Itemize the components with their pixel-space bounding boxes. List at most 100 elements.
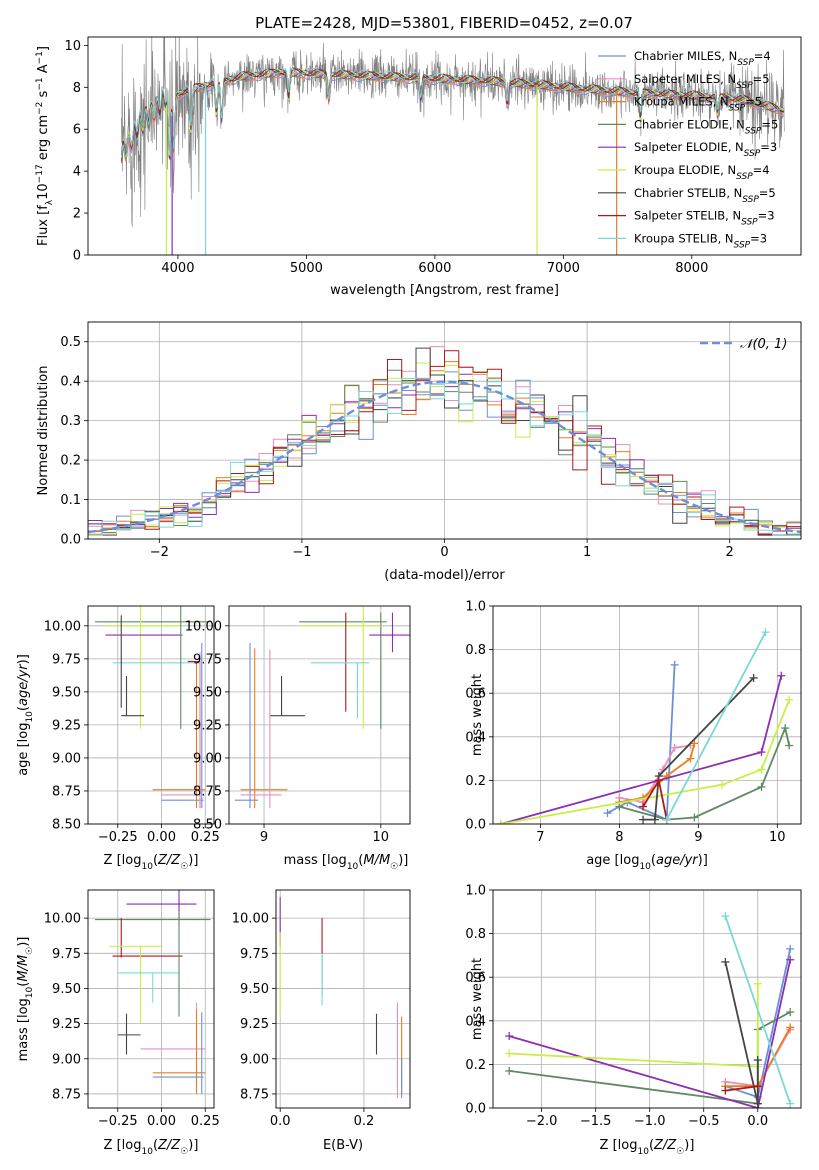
- weight-age-axes: 7 8 9 10 0.0 0.2 0.4 0.6 0.8 1.0: [465, 600, 801, 845]
- x-tick-label: 0.0: [270, 1114, 291, 1129]
- weight-age-line-chabrier-elodie: [619, 725, 791, 821]
- x-tick-label: 0.0: [747, 1114, 768, 1129]
- x-tick-label: 6000: [418, 261, 451, 276]
- weight-age-ylabel: mass weight: [470, 674, 485, 756]
- x-tick-label: 10: [769, 830, 786, 845]
- y-tick-label: 1.0: [465, 884, 486, 899]
- y-tick-label: 9.50: [240, 982, 269, 997]
- mass-z-xlabel: Z [log10(Z/Z☉)]: [104, 1138, 199, 1157]
- x-tick-label: −2: [150, 545, 169, 560]
- mass-ebv-plot: [279, 897, 403, 1099]
- y-tick-label: 0.2: [60, 454, 81, 469]
- y-tick-label: 9.50: [193, 685, 222, 700]
- legend-entry: Kroupa ELODIE, NSSP=4: [634, 163, 770, 182]
- weight-z-plot: [505, 912, 795, 1108]
- x-tick-label: −1.5: [580, 1114, 612, 1129]
- model-spectrum-salpeter-miles: [120, 71, 785, 163]
- y-tick-label: 10.00: [232, 912, 269, 927]
- age-z-frame: [87, 605, 215, 825]
- weight-z-frame: [492, 889, 802, 1109]
- spectrum-legend: Chabrier MILES, NSSP=4 Salpeter MILES, NS…: [598, 49, 778, 250]
- weight-z-line-salpeter-elodie: [508, 959, 792, 1108]
- y-tick-label: 9.50: [52, 685, 81, 700]
- weight-age-plot: [496, 628, 794, 824]
- x-tick-label: 0.00: [147, 1114, 176, 1129]
- y-tick-label: 8.75: [52, 1087, 81, 1102]
- y-tick-label: 8: [73, 81, 81, 96]
- spectrum-frame: [87, 36, 802, 256]
- histogram-plot: [88, 346, 801, 536]
- x-tick-label: −1: [292, 545, 311, 560]
- y-tick-label: 0.4: [465, 730, 486, 745]
- x-tick-label: 0.00: [147, 830, 176, 845]
- normal-curve: [88, 380, 801, 534]
- weight-age-line-chabrier-miles: [607, 664, 676, 821]
- y-tick-label: 9.00: [52, 751, 81, 766]
- y-tick-label: 8.50: [193, 818, 222, 833]
- y-tick-label: 9.00: [52, 1052, 81, 1067]
- y-tick-label: 0.2: [465, 1058, 486, 1073]
- age-z-ylabel: age [log10(age/yr)]: [16, 654, 35, 776]
- age-mass-axes: 9 10 8.50 8.75 9.00 9.25 9.50 9.75 10.00: [185, 606, 410, 845]
- x-tick-label: 0.2: [354, 1114, 375, 1129]
- y-tick-label: 0.6: [465, 971, 486, 986]
- x-tick-label: 7000: [547, 261, 580, 276]
- x-tick-label: −2.0: [526, 1114, 558, 1129]
- y-tick-label: 9.75: [52, 652, 81, 667]
- y-tick-label: 0.8: [465, 927, 486, 942]
- mass-z-ylabel: mass [log10(M/M☉)]: [16, 937, 35, 1062]
- spectrum-ylabel: Flux [fλ10−17 erg cm−2 s−1 A−1]: [35, 46, 55, 246]
- legend-entry: Salpeter MILES, NSSP=5: [634, 72, 770, 91]
- x-tick-label: 0.25: [191, 1114, 220, 1129]
- x-tick-label: 4000: [161, 261, 194, 276]
- weight-age-line-chabrier-stelib: [643, 677, 755, 821]
- y-tick-label: 0.4: [60, 375, 81, 390]
- age-z-axes: −0.25 0.00 0.258.508.759.009.259.509.7510.…: [44, 606, 220, 845]
- legend-entry: Kroupa MILES, NSSP=5: [634, 95, 762, 114]
- y-tick-label: 9.75: [193, 652, 222, 667]
- x-tick-label: 8: [615, 830, 623, 845]
- histogram-frame: [87, 321, 802, 540]
- histogram-xlabel: (data-model)/error: [384, 568, 505, 583]
- mass-ebv-axes: 0.0 0.2 8.75 9.00 9.25 9.50 9.75 10.00: [232, 890, 410, 1129]
- age-z-xlabel: Z [log10(Z/Z☉)]: [104, 853, 199, 872]
- y-tick-label: 0.0: [465, 818, 486, 833]
- y-tick-label: 0.1: [60, 493, 81, 508]
- y-tick-label: 0.2: [465, 774, 486, 789]
- y-tick-label: 0.5: [60, 335, 81, 350]
- model-spectrum-kroupa-elodie: [120, 68, 785, 158]
- x-tick-label: 5000: [290, 261, 323, 276]
- y-tick-label: 9.50: [52, 982, 81, 997]
- y-tick-label: 8.75: [193, 784, 222, 799]
- y-tick-label: 4: [73, 165, 81, 180]
- weight-z-line-kroupa-stelib: [724, 915, 792, 1104]
- x-tick-label: −1.0: [634, 1114, 666, 1129]
- x-tick-label: 9: [260, 830, 268, 845]
- x-tick-label: 1: [583, 545, 591, 560]
- weight-age-frame: [492, 605, 802, 825]
- y-tick-label: 8.75: [52, 784, 81, 799]
- age-mass-frame: [228, 605, 411, 825]
- y-tick-label: 0.0: [465, 1102, 486, 1117]
- y-tick-label: 0.6: [465, 687, 486, 702]
- y-tick-label: 9.00: [193, 751, 222, 766]
- spectrum-title: PLATE=2428, MJD=53801, FIBERID=0452, z=0…: [255, 14, 633, 32]
- y-tick-label: 0.3: [60, 414, 81, 429]
- y-tick-label: 0.0: [60, 533, 81, 548]
- y-tick-label: 10: [64, 39, 81, 54]
- legend-normal-label: 𝒩(0, 1): [740, 337, 787, 352]
- y-tick-label: 0.4: [465, 1014, 486, 1029]
- weight-z-line-salpeter-stelib: [725, 1085, 758, 1092]
- spectrum-xlabel: wavelength [Angstrom, rest frame]: [330, 283, 559, 298]
- histogram-ylabel: Normed distribution: [36, 366, 51, 496]
- age-z-plot: [95, 606, 211, 809]
- age-mass-xlabel: mass [log10(M/M☉)]: [284, 853, 409, 872]
- mass-ebv-frame: [275, 889, 411, 1109]
- y-tick-label: 9.25: [193, 718, 222, 733]
- spectrum-plot: [120, 37, 785, 255]
- y-tick-label: 9.25: [240, 1017, 269, 1032]
- y-tick-label: 9.75: [240, 947, 269, 962]
- mass-z-axes: −0.25 0.00 0.25 8.75 9.00 9.25 9.50 9.75 10.00: [44, 890, 220, 1129]
- x-tick-label: 0: [440, 545, 448, 560]
